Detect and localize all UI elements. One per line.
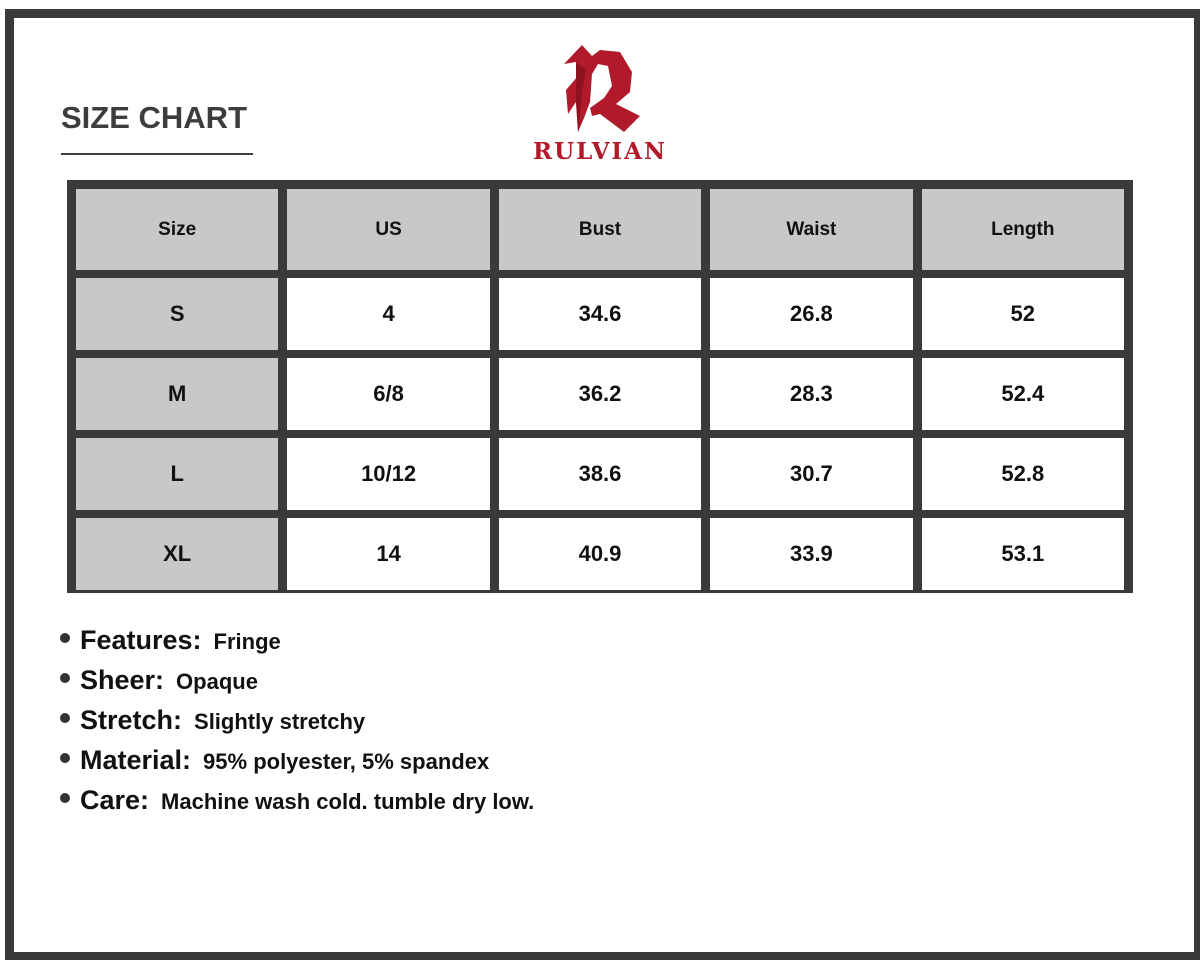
size-label-cell: L xyxy=(76,438,279,510)
column-header-us: US xyxy=(287,189,490,270)
page-frame xyxy=(5,9,1200,960)
bullet-icon xyxy=(60,793,70,803)
bullet-icon xyxy=(60,753,70,763)
table-cell: 4 xyxy=(287,278,490,350)
table-cell: 30.7 xyxy=(710,438,913,510)
feature-item: Material: 95% polyester, 5% spandex xyxy=(60,745,534,785)
brand-name: RULVIAN xyxy=(532,138,668,165)
feature-label: Sheer: xyxy=(80,665,165,695)
column-header-waist: Waist xyxy=(710,189,913,270)
table-cell: 26.8 xyxy=(710,278,913,350)
feature-label: Material: xyxy=(80,745,192,775)
feature-list: Features: Fringe Sheer: Opaque Stretch: Sligh… xyxy=(60,625,534,825)
r-logo-icon xyxy=(564,45,640,132)
size-table: Size US Bust Waist Length S 4 34.6 26.8 52 M 6/8 36.… xyxy=(67,180,1133,593)
title-underline xyxy=(61,153,253,155)
table-cell: 40.9 xyxy=(498,518,702,590)
size-label-cell: XL xyxy=(76,518,279,590)
feature-label: Features: xyxy=(80,625,202,655)
table-cell: 52.8 xyxy=(921,438,1124,510)
bullet-icon xyxy=(60,673,70,683)
feature-label: Care: xyxy=(80,785,150,815)
feature-value: Fringe xyxy=(213,629,281,654)
table-cell: 52 xyxy=(921,278,1124,350)
table-cell: 38.6 xyxy=(498,438,702,510)
feature-item: Features: Fringe xyxy=(60,625,534,665)
page-title: SIZE CHART xyxy=(61,100,247,135)
table-cell: 28.3 xyxy=(710,358,913,430)
bullet-icon xyxy=(60,713,70,723)
size-label-cell: M xyxy=(76,358,279,430)
table-cell: 10/12 xyxy=(287,438,490,510)
column-header-size: Size xyxy=(76,189,279,270)
feature-item: Sheer: Opaque xyxy=(60,665,534,705)
feature-label: Stretch: xyxy=(80,705,183,735)
table-cell: 33.9 xyxy=(710,518,913,590)
bullet-icon xyxy=(60,633,70,643)
feature-value: Opaque xyxy=(176,669,258,694)
column-header-bust: Bust xyxy=(498,189,702,270)
table-cell: 6/8 xyxy=(287,358,490,430)
table-cell: 52.4 xyxy=(921,358,1124,430)
size-label-cell: S xyxy=(76,278,279,350)
table-cell: 14 xyxy=(287,518,490,590)
table-cell: 53.1 xyxy=(921,518,1124,590)
feature-item: Stretch: Slightly stretchy xyxy=(60,705,534,745)
column-header-length: Length xyxy=(921,189,1124,270)
table-cell: 36.2 xyxy=(498,358,702,430)
feature-item: Care: Machine wash cold. tumble dry low. xyxy=(60,785,534,825)
brand-logo: RULVIAN xyxy=(520,42,680,167)
feature-value: Slightly stretchy xyxy=(194,709,366,734)
feature-value: Machine wash cold. tumble dry low. xyxy=(161,789,535,814)
table-cell: 34.6 xyxy=(498,278,702,350)
feature-value: 95% polyester, 5% spandex xyxy=(203,749,490,774)
